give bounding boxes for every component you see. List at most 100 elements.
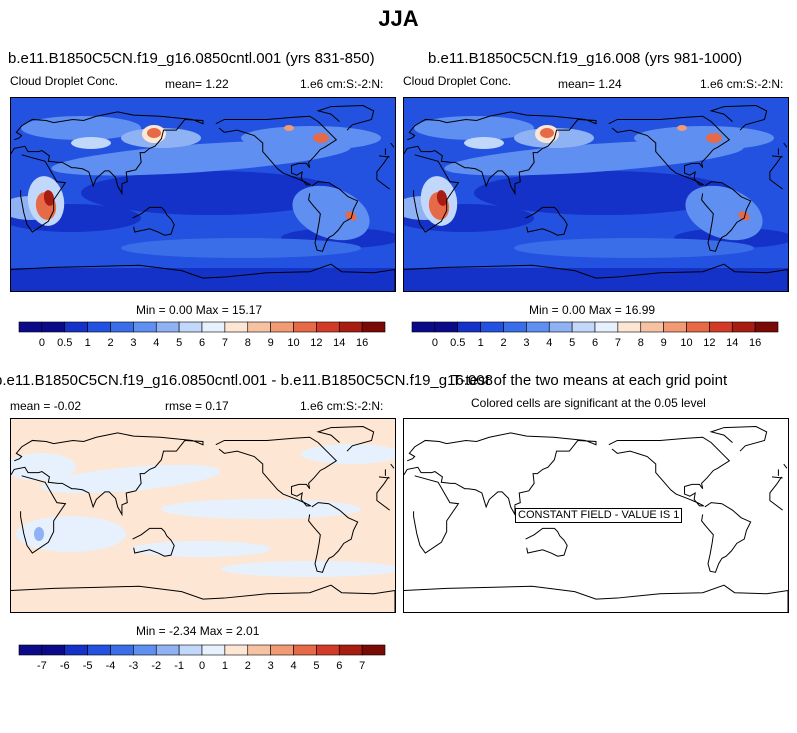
field-contour [436,190,448,206]
colorbar-tick-label: 3 [523,337,529,349]
field-contour [147,128,161,138]
colorbar-tick-label: 6 [199,337,205,349]
panel1-map [10,97,396,292]
colorbar-tick-label: 0 [39,337,45,349]
coastline [783,142,788,148]
colorbar-tick-label: -5 [83,660,93,672]
colorbar-box [224,321,249,333]
coastline [390,463,395,469]
colorbar-tick-label: -3 [128,660,138,672]
colorbar-tick-label: 4 [546,337,552,349]
field-contour [71,137,111,149]
panel3-minmax: Min = -2.34 Max = 2.01 [136,624,260,638]
colorbar-box [411,321,436,333]
field-contour [685,185,763,241]
colorbar-box [754,321,779,333]
panel4-title: T-test of the two means at each grid poi… [452,372,728,389]
colorbar-tick-label: 10 [287,337,299,349]
colorbar-tick-label: 1 [222,660,228,672]
coastline [769,155,783,190]
field-contour [345,211,357,221]
panel2-colorbar: 0 0.5 1 2 3 4 5 6 7 8 9 10 12 14 16 [411,321,779,354]
coastline [709,105,768,131]
colorbar-box [201,644,226,656]
colorbar-box [617,321,642,333]
coastline [404,584,788,612]
colorbar-tick-label: 2 [500,337,506,349]
colorbar-box [270,321,294,333]
colorbar-tick-label: -4 [106,660,116,672]
coastline [376,476,390,511]
constant-field-label: CONSTANT FIELD - VALUE IS 1 [515,508,683,523]
field-contour [51,140,351,176]
panel4-subtitle: Colored cells are significant at the 0.0… [471,396,706,410]
coastline [404,111,597,196]
field-contour [464,137,504,149]
colorbar-tick-label: 0 [432,337,438,349]
colorbar-box [316,321,340,333]
coastline [413,154,460,233]
field-contour [540,128,554,138]
colorbar-tick-label: 8 [245,337,251,349]
panel2-mean-label: mean= 1.24 [558,77,622,91]
colorbar-box [640,321,664,333]
panel3-colorbar: -7 -6 -5 -4 -3 -2 -1 0 1 2 3 4 5 6 7 [18,644,386,677]
coastline [11,263,395,291]
colorbar-box [87,644,111,656]
colorbar-tick-label: 3 [268,660,274,672]
colorbar-tick-label: 6 [592,337,598,349]
colorbar-tick-label: -7 [37,660,47,672]
coastline [525,527,568,557]
colorbar-box [316,644,340,656]
colorbar-tick-label: 7 [222,337,228,349]
colorbar-box [155,321,180,333]
colorbar-box [526,321,550,333]
panel1-title: b.e11.B1850C5CN.f19_g16.0850cntl.001 (yr… [8,50,375,67]
field-contour [11,453,76,481]
colorbar-box [41,644,66,656]
coastline [308,181,359,252]
colorbar-tick-label: 12 [703,337,715,349]
panel3-units-label: 1.e6 cm:S:-2:N: [300,399,384,413]
coastline [608,115,731,186]
panel2-minmax: Min = 0.00 Max = 16.99 [529,303,656,317]
field-contour [706,133,722,143]
panel1-mean-label: mean= 1.22 [165,77,229,91]
panel1-units-label: 1.e6 cm:S:-2:N: [300,77,384,91]
colorbar-box [663,321,687,333]
colorbar-box [224,644,249,656]
coastline [608,436,731,507]
coastline [316,105,375,131]
coastline [701,181,752,252]
colorbar-box [178,321,203,333]
colorbar-tick-label: 16 [749,337,761,349]
field-contour [738,211,750,221]
colorbar-box [548,321,573,333]
colorbar-tick-label: 1 [85,337,91,349]
field-contour [677,125,687,131]
coastline [390,142,395,148]
colorbar-box [338,321,363,333]
colorbar-box [571,321,596,333]
figure-title: JJA [378,6,419,31]
field-contour [81,171,341,215]
coastline [11,584,395,612]
colorbar-tick-label: -6 [60,660,70,672]
panel2-title: b.e11.B1850C5CN.f19_g16.008 (yrs 981-100… [428,50,743,67]
colorbar-tick-label: 10 [680,337,692,349]
coastline [20,154,67,233]
coastline [709,426,768,452]
colorbar-tick-label: 4 [290,660,296,672]
colorbar-tick-label: 2 [107,337,113,349]
coastline [215,115,338,186]
colorbar-box [64,644,88,656]
colorbar-box [293,321,317,333]
colorbar-box [361,321,386,333]
colorbar-tick-label: -2 [151,660,161,672]
coastline [413,475,460,554]
panel3-mean-label: mean = -0.02 [10,399,82,413]
colorbar-tick-label: 1 [478,337,484,349]
panel2-variable-label: Cloud Droplet Conc. [403,74,512,88]
colorbar-box [434,321,459,333]
field-contour [292,185,370,241]
